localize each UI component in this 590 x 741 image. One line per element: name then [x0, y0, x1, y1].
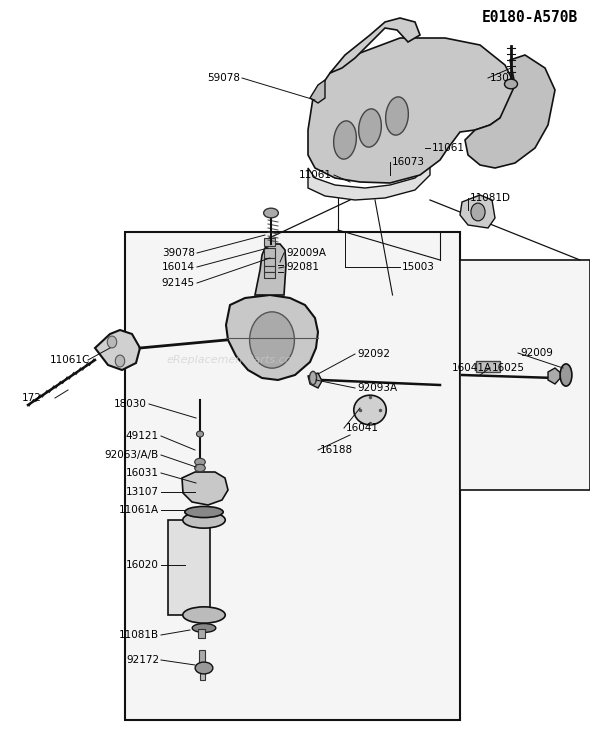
Bar [264, 272, 274, 278]
Ellipse shape [560, 364, 572, 386]
Ellipse shape [183, 512, 225, 528]
Text: 92081: 92081 [286, 262, 319, 272]
Text: 92145: 92145 [162, 278, 195, 288]
Bar [200, 664, 205, 680]
Text: 16014: 16014 [162, 262, 195, 272]
Text: 92009A: 92009A [286, 248, 326, 258]
Text: 11061: 11061 [432, 143, 465, 153]
Text: 92063/A/B: 92063/A/B [105, 450, 159, 460]
Text: 92009: 92009 [520, 348, 553, 358]
Text: E0180-A570B: E0180-A570B [482, 10, 578, 25]
Text: 16041: 16041 [346, 423, 379, 433]
Text: 92172: 92172 [126, 655, 159, 665]
Ellipse shape [192, 624, 216, 633]
Ellipse shape [196, 431, 204, 437]
Bar [199, 650, 205, 665]
Polygon shape [255, 244, 286, 295]
Text: 130: 130 [490, 73, 510, 83]
Text: 11061C: 11061C [50, 355, 90, 365]
Ellipse shape [359, 109, 381, 147]
Ellipse shape [185, 506, 223, 517]
Polygon shape [182, 472, 228, 505]
Text: 13107: 13107 [126, 487, 159, 497]
Ellipse shape [264, 208, 278, 218]
Ellipse shape [195, 662, 213, 674]
Bar [460, 260, 590, 490]
Bar [168, 520, 211, 615]
Circle shape [250, 312, 294, 368]
Bar [264, 258, 274, 266]
Text: 16025: 16025 [492, 363, 525, 373]
Text: 172: 172 [22, 393, 42, 403]
Polygon shape [460, 195, 495, 228]
Polygon shape [548, 368, 563, 384]
Text: 49121: 49121 [126, 431, 159, 441]
Circle shape [471, 203, 485, 221]
Text: eReplacementParts.com: eReplacementParts.com [167, 355, 303, 365]
Ellipse shape [195, 465, 205, 472]
Polygon shape [95, 330, 140, 370]
Polygon shape [310, 80, 325, 103]
Ellipse shape [386, 97, 408, 135]
Text: 11081B: 11081B [119, 630, 159, 640]
Text: 15003: 15003 [402, 262, 435, 272]
Polygon shape [465, 55, 555, 168]
Text: 16031: 16031 [126, 468, 159, 478]
Text: 11061: 11061 [299, 170, 332, 180]
Bar [264, 248, 274, 258]
Text: 39078: 39078 [162, 248, 195, 258]
Polygon shape [308, 38, 515, 183]
Circle shape [115, 355, 124, 367]
Ellipse shape [195, 458, 205, 465]
Bar [264, 238, 274, 246]
Polygon shape [308, 165, 430, 200]
Ellipse shape [333, 121, 356, 159]
Text: 16020: 16020 [126, 560, 159, 570]
Text: 11061A: 11061A [119, 505, 159, 515]
Bar [198, 629, 205, 638]
Polygon shape [308, 373, 322, 388]
Bar [125, 232, 460, 720]
Ellipse shape [504, 79, 517, 89]
Text: 92092: 92092 [357, 349, 390, 359]
Bar [264, 266, 274, 272]
Polygon shape [330, 18, 420, 73]
Ellipse shape [310, 371, 317, 385]
Text: 18030: 18030 [114, 399, 147, 409]
Polygon shape [226, 295, 318, 380]
Text: 59078: 59078 [207, 73, 240, 83]
Text: 11081D: 11081D [470, 193, 511, 203]
Ellipse shape [183, 607, 225, 623]
Text: 16188: 16188 [320, 445, 353, 455]
Text: 16073: 16073 [392, 157, 425, 167]
Text: 92093A: 92093A [357, 383, 397, 393]
Bar [476, 361, 500, 372]
Text: 16041A: 16041A [452, 363, 492, 373]
Circle shape [107, 336, 117, 348]
Ellipse shape [354, 395, 386, 425]
